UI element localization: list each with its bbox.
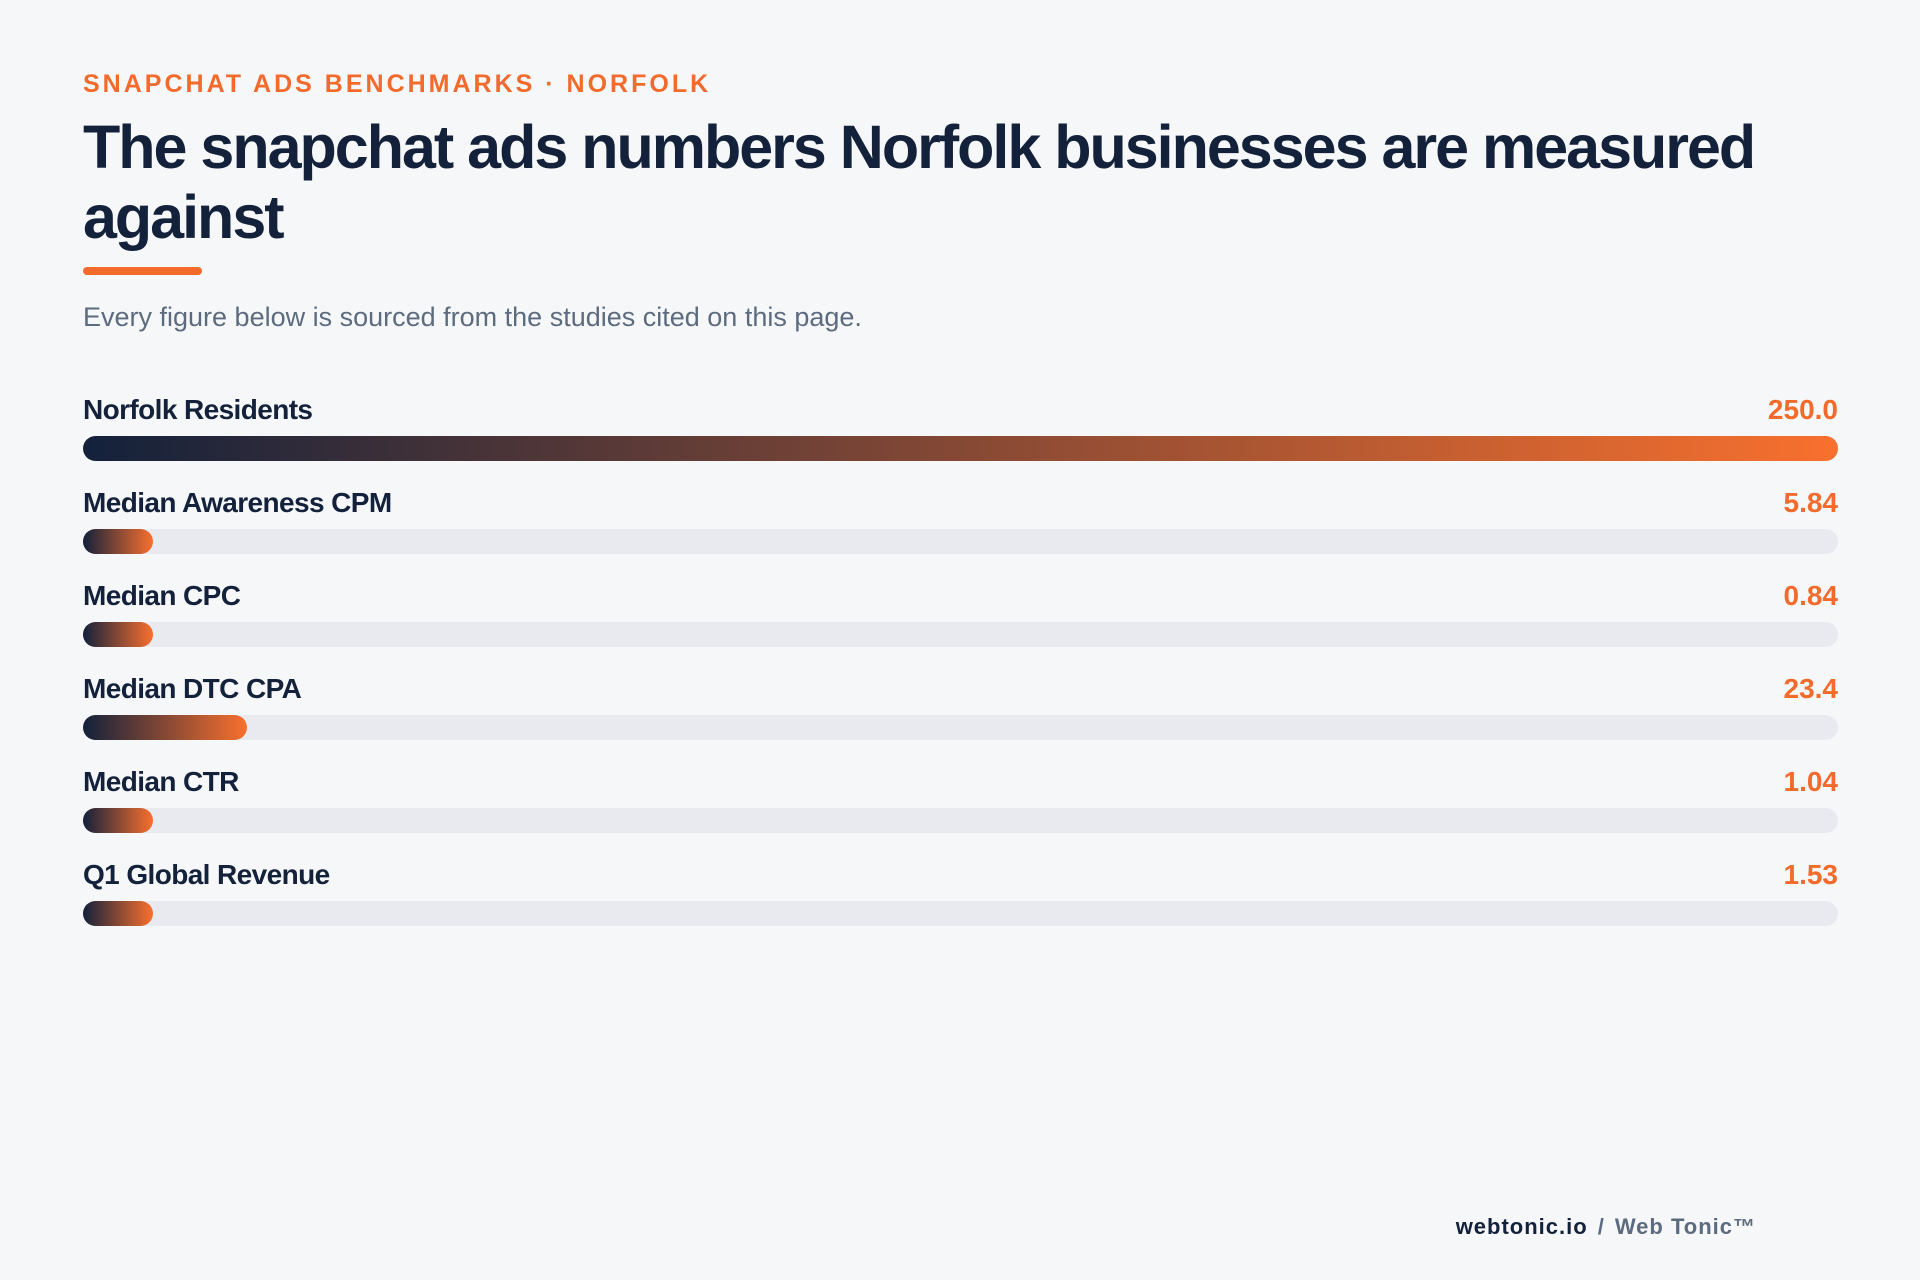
bar bbox=[83, 436, 1838, 461]
bar-track bbox=[83, 436, 1838, 461]
bar-track bbox=[83, 808, 1838, 833]
bar-label: Norfolk Residents bbox=[83, 394, 313, 425]
bar-track bbox=[83, 715, 1838, 740]
bar-row: Median Awareness CPM 5.84 bbox=[83, 483, 1838, 576]
footer-separator: / bbox=[1597, 1214, 1605, 1239]
bar bbox=[83, 715, 248, 740]
bar-label: Median CPC bbox=[83, 580, 241, 611]
bar-value-label: 1.53 bbox=[1783, 859, 1839, 890]
eyebrow-label: SNAPCHAT ADS BENCHMARKS · NORFOLK bbox=[83, 70, 712, 98]
footer-credit: webtonic.io / Web Tonic™ bbox=[1456, 1214, 1756, 1240]
bar-row: Norfolk Residents 250.0 bbox=[83, 390, 1838, 483]
bar-row: Median DTC CPA 23.4 bbox=[83, 669, 1838, 762]
bar-track bbox=[83, 901, 1838, 926]
bar-label: Median DTC CPA bbox=[83, 673, 302, 704]
bar bbox=[83, 622, 154, 647]
bar-value-label: 1.04 bbox=[1783, 766, 1839, 797]
bar bbox=[83, 529, 154, 554]
bar-value-label: 5.84 bbox=[1783, 487, 1839, 518]
footer-site: webtonic.io bbox=[1455, 1214, 1588, 1239]
bar-value-label: 23.4 bbox=[1783, 673, 1839, 704]
bar-label: Q1 Global Revenue bbox=[83, 859, 330, 890]
title-accent-rule bbox=[83, 267, 202, 275]
bar-label: Median Awareness CPM bbox=[83, 487, 392, 518]
bar-row: Median CPC 0.84 bbox=[83, 576, 1838, 669]
bar-track bbox=[83, 622, 1838, 647]
subtitle: Every figure below is sourced from the s… bbox=[83, 302, 862, 332]
page-title: The snapchat ads numbers Norfolk busines… bbox=[83, 113, 1756, 251]
footer-brand: Web Tonic™ bbox=[1614, 1214, 1756, 1239]
bar-row: Q1 Global Revenue 1.53 bbox=[83, 855, 1838, 948]
bar-value-label: 0.84 bbox=[1783, 580, 1839, 611]
bar-value-label: 250.0 bbox=[1767, 394, 1838, 425]
bar bbox=[83, 808, 154, 833]
bar-row: Median CTR 1.04 bbox=[83, 762, 1838, 855]
bar bbox=[83, 901, 154, 926]
bar-chart: Norfolk Residents 250.0 Median Awareness C… bbox=[83, 390, 1838, 948]
infographic: SNAPCHAT ADS BENCHMARKS · NORFOLK The sn… bbox=[83, 0, 1838, 1280]
bar-label: Median CTR bbox=[83, 766, 239, 797]
bar-track bbox=[83, 529, 1838, 554]
